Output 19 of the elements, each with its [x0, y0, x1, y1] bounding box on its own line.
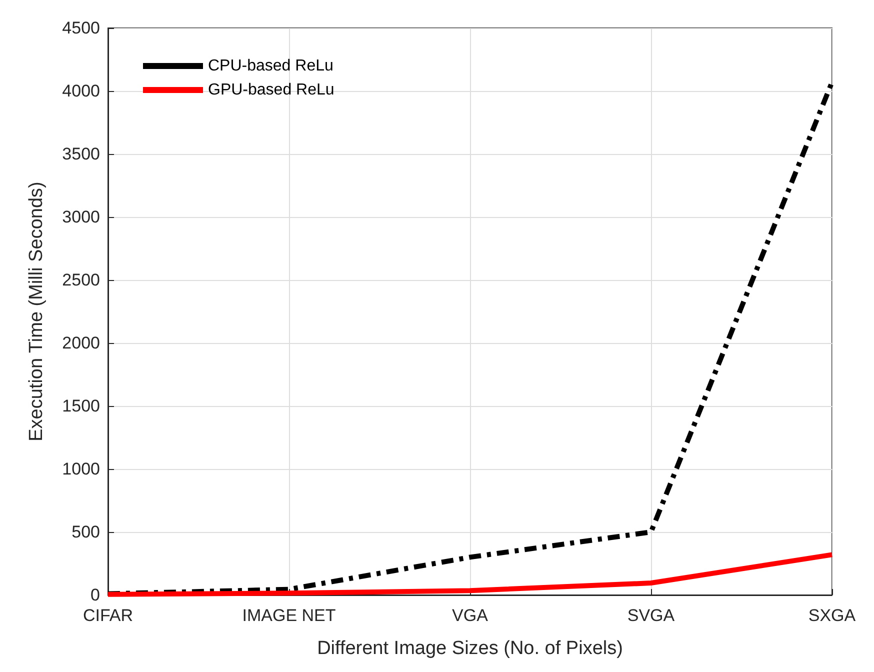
legend-label: CPU-based ReLu — [208, 58, 334, 74]
x-tick-label: SXGA — [808, 606, 856, 625]
y-axis-title: Execution Time (Milli Seconds) — [26, 182, 47, 442]
y-tick-label: 500 — [72, 522, 100, 542]
y-tick-label: 1000 — [62, 460, 100, 478]
x-tick-label: IMAGE NET — [242, 606, 336, 625]
x-tick-label: SVGA — [627, 606, 676, 625]
y-tick-label: 0 — [90, 586, 100, 604]
legend-label: GPU-based ReLu — [208, 82, 334, 98]
x-axis-title: Different Image Sizes (No. of Pixels) — [317, 638, 623, 659]
y-tick-label: 2000 — [62, 334, 100, 352]
y-tick-label: 1500 — [62, 396, 100, 416]
y-tick-label: 3500 — [62, 144, 100, 164]
x-tick-label: VGA — [452, 606, 489, 625]
y-tick-label: 4500 — [62, 18, 100, 38]
y-tick-label: 3000 — [62, 208, 100, 226]
y-tick-label: 2500 — [62, 270, 100, 290]
y-tick-label: 4000 — [62, 82, 100, 100]
x-tick-label: CIFAR — [82, 606, 134, 625]
